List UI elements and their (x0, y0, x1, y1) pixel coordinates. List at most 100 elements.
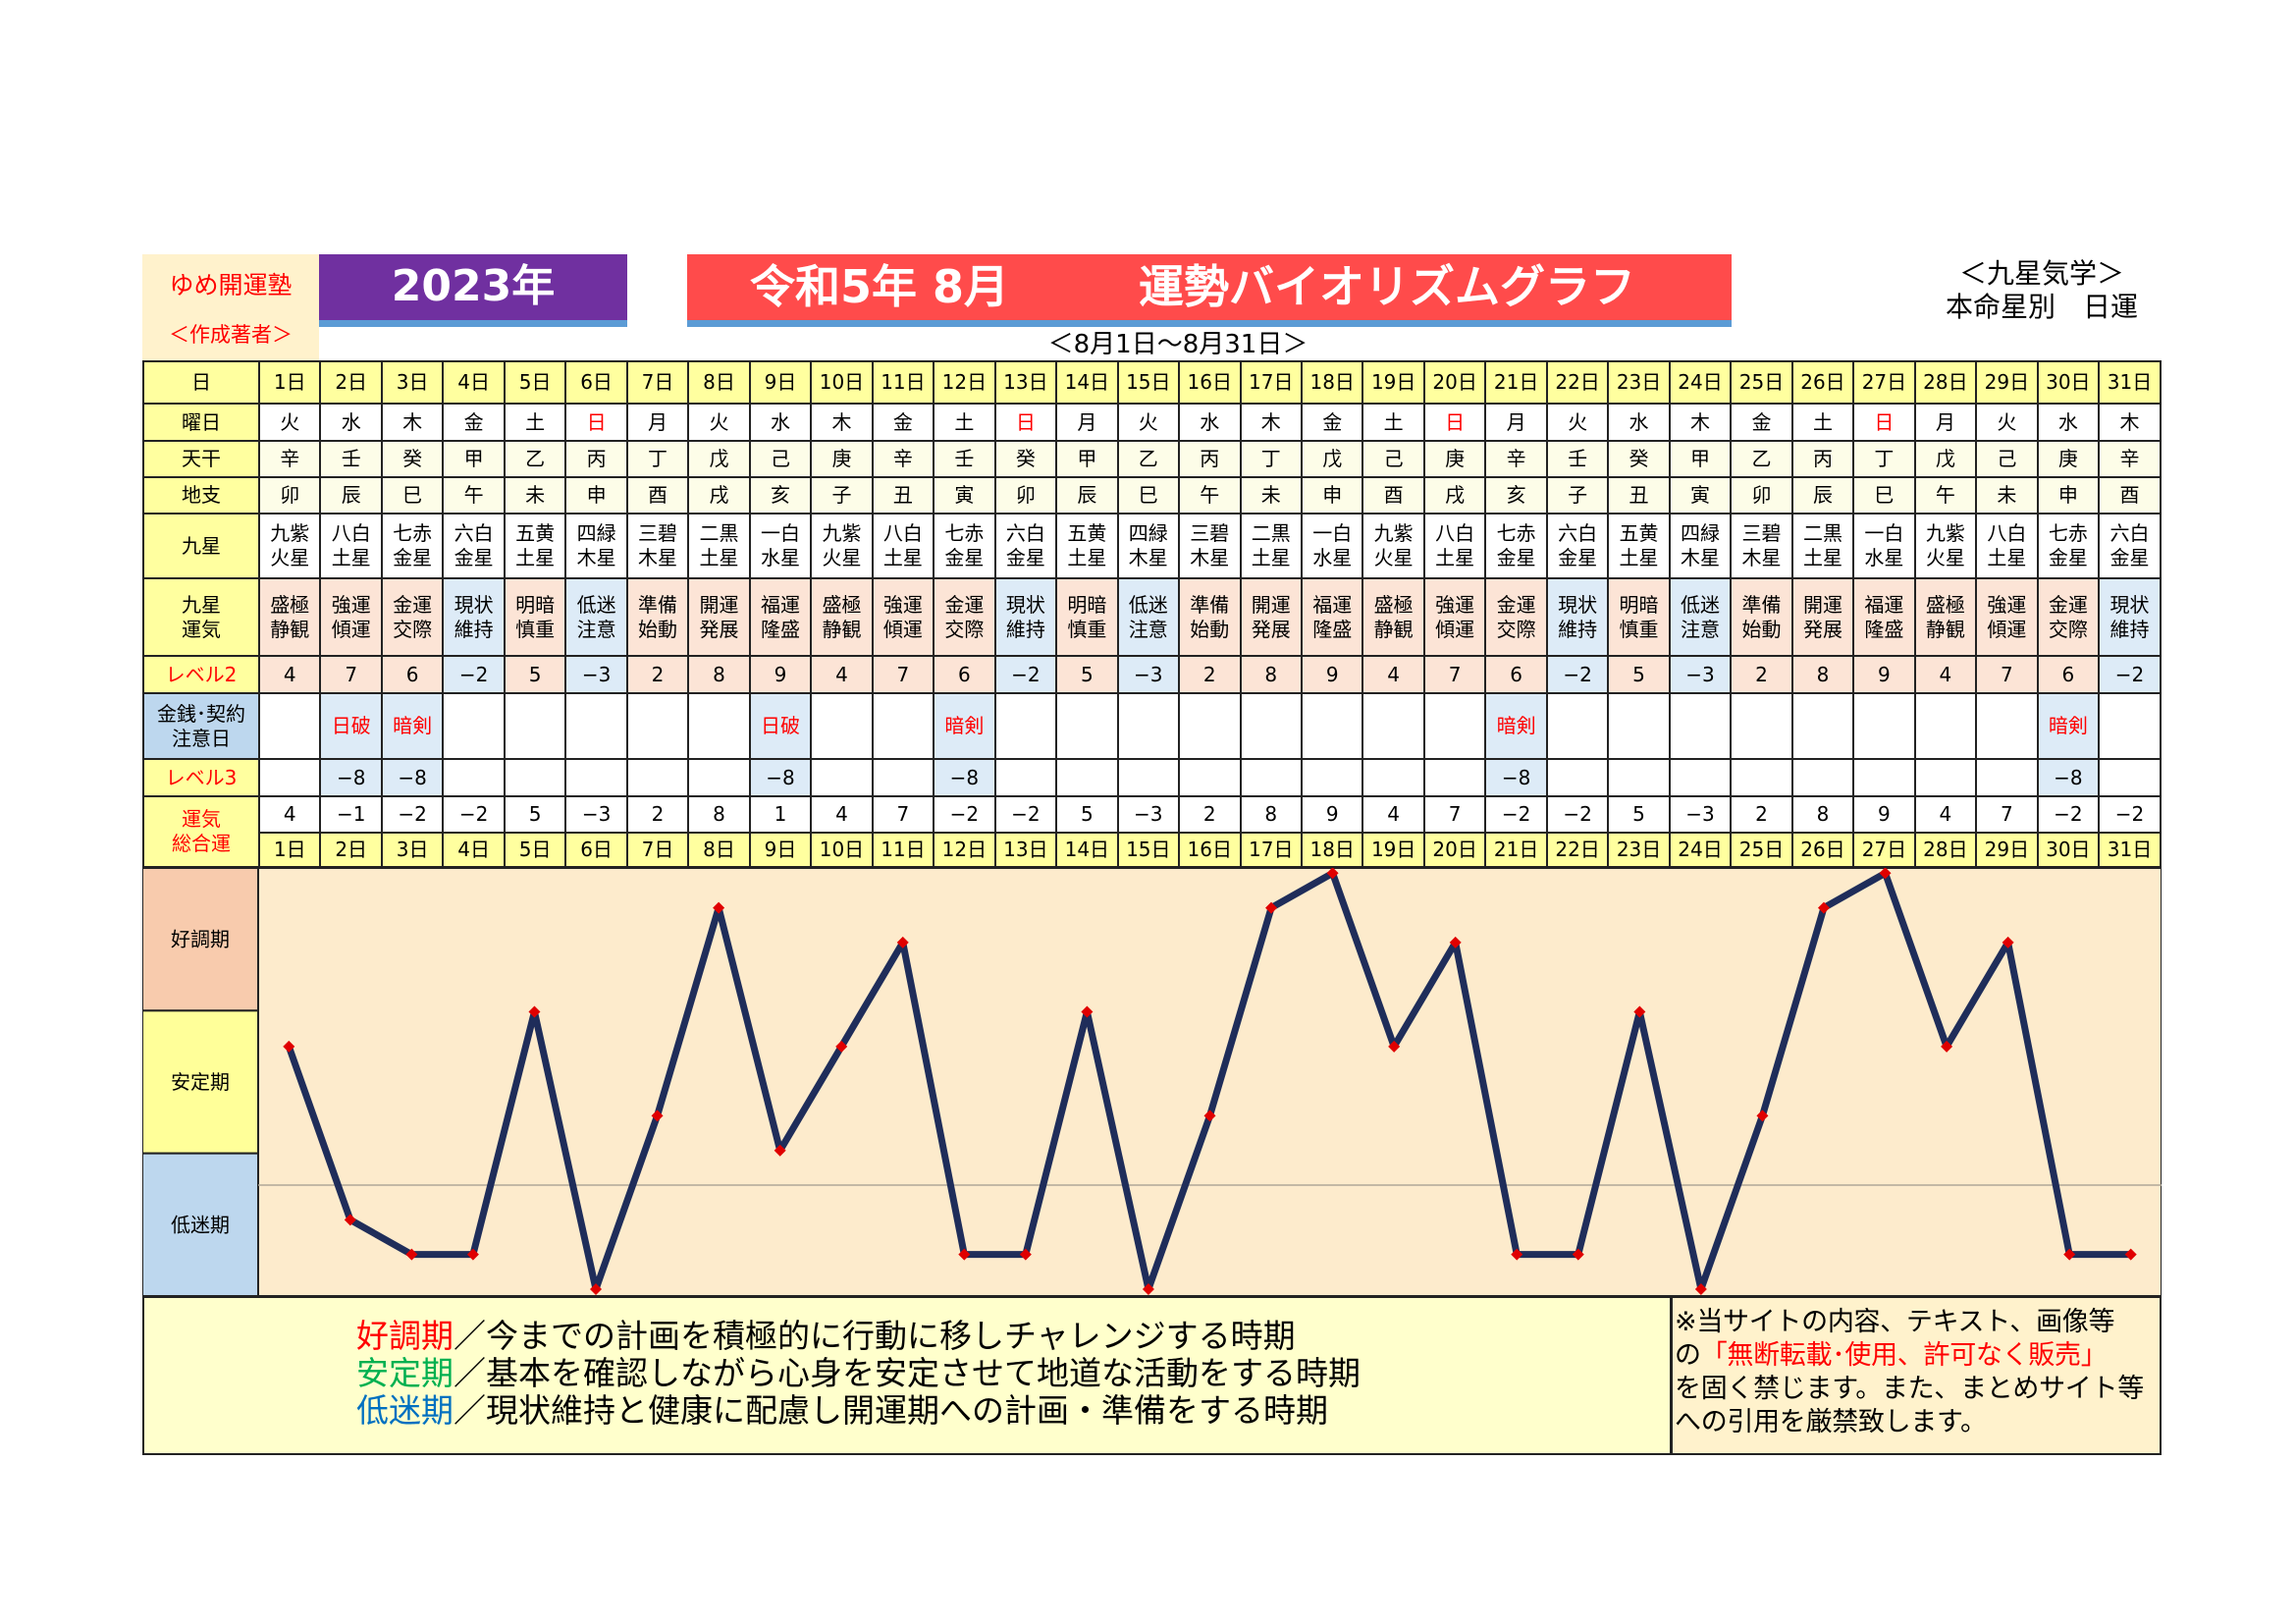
cell-fortune: 低迷 注意 (1116, 577, 1181, 657)
cell-days: 15日 (1116, 832, 1181, 868)
cell-weekday: 日 (564, 403, 628, 442)
cell-days: 13日 (993, 832, 1058, 868)
row-level3: レベル3 −8 −8 −8 −8 −8 −8 (142, 758, 2162, 797)
cell-days: 14日 (1055, 832, 1119, 868)
cell-star: 八白 土星 (871, 513, 935, 579)
copyright-notice: ※当サイトの内容、テキスト、画像等 の「無断転載･使用、許可なく販売」 を固く禁… (1672, 1296, 2162, 1455)
row-weekday: 曜日火水木金土日月火水木金土日月火水木金土日月火水木金土日月火水木 (142, 403, 2162, 442)
cell-star: 三碧 木星 (1730, 513, 1793, 579)
cell-total: 5 (503, 795, 567, 834)
cell-caution (871, 692, 935, 760)
cell-weekday: 土 (1790, 403, 1855, 442)
legend-item-stable: 安定期／基本を確認しながら心身を安定させて地道な活動をする時期 (356, 1355, 1670, 1392)
row-stem: 天干辛壬癸甲乙丙丁戊己庚辛壬癸甲乙丙丁戊己庚辛壬癸甲乙丙丁戊己庚辛 (142, 440, 2162, 478)
data-point (1449, 936, 1462, 948)
cell-stem: 丁 (1239, 440, 1303, 478)
cell-stem: 甲 (442, 440, 506, 478)
cell-level2: −2 (2098, 655, 2162, 694)
cell-days: 10日 (810, 360, 874, 405)
cell-days: 3日 (380, 360, 445, 405)
data-point (590, 1282, 603, 1295)
cell-level2: 4 (1362, 655, 1425, 694)
row-total: 運気 総合運 4 −1 −2 −2 5 −3 2 8 1 4 7 −2 −2 5 −3 2 8 9 4 7 −2 −2 5 −3… (142, 795, 2162, 868)
cell-level3 (1239, 758, 1303, 797)
cell-branch: 辰 (1055, 476, 1119, 514)
row-fortune: 九星 運気 盛極 静観 強運 傾運 金運 交際 現状 維持 明暗 慎重 低迷 注意 準備 始動… (142, 577, 2162, 657)
cell-star: 三碧 木星 (625, 513, 690, 579)
cell-weekday: 日 (1422, 403, 1487, 442)
cell-level3 (1913, 758, 1978, 797)
cell-fortune: 福運 隆盛 (1300, 577, 1364, 657)
cell-caution (1239, 692, 1303, 760)
cell-stem: 庚 (810, 440, 874, 478)
cell-star: 二黒 土星 (1790, 513, 1855, 579)
cell-fortune: 明暗 慎重 (1055, 577, 1119, 657)
cell-star: 五黄 土星 (1055, 513, 1119, 579)
cell-fortune: 盛極 静観 (1362, 577, 1425, 657)
cell-branch: 卯 (257, 476, 322, 514)
cell-stem: 己 (1362, 440, 1425, 478)
cell-fortune: 明暗 慎重 (1607, 577, 1671, 657)
cell-stem: 辛 (2098, 440, 2162, 478)
cell-level2: 6 (1484, 655, 1548, 694)
cell-weekday: 木 (380, 403, 445, 442)
cell-total: 4 (810, 795, 874, 834)
cell-level2: −2 (993, 655, 1058, 694)
cell-fortune: 盛極 静観 (810, 577, 874, 657)
cell-days: 24日 (1668, 360, 1733, 405)
data-point (1511, 1248, 1523, 1261)
cell-caution: 暗剣 (1484, 692, 1548, 760)
cell-total: −2 (2036, 795, 2101, 834)
cell-days: 16日 (1178, 832, 1242, 868)
cell-level2: −3 (1668, 655, 1733, 694)
footer: 好調期／今までの計画を積極的に行動に移しチャレンジする時期 安定期／基本を確認し… (142, 1296, 2162, 1455)
row-level2: レベル2 4 7 6 −2 5 −3 2 8 9 4 7 6 −2 5 −3 2 8 9 4 7 6 −2 5 −3 2 8 9 4 7 6… (142, 655, 2162, 694)
cell-stem: 戊 (1300, 440, 1364, 478)
cell-level3 (1668, 758, 1733, 797)
cell-fortune: 現状 維持 (442, 577, 506, 657)
notice-emphasis: 「無断転載･使用、許可なく販売」 (1700, 1340, 2108, 1371)
cell-caution (257, 692, 322, 760)
cell-star: 九紫 火星 (257, 513, 322, 579)
cell-stem: 辛 (257, 440, 322, 478)
cell-total: 4 (257, 795, 322, 834)
legend-term: 低迷期 (356, 1391, 454, 1430)
row-caution: 金銭･契約 注意日 日破 暗剣 日破 暗剣 暗剣 暗剣 (142, 692, 2162, 760)
data-point (713, 901, 725, 914)
cell-level2: 7 (871, 655, 935, 694)
cell-branch: 巳 (1116, 476, 1181, 514)
cell-stem: 丁 (625, 440, 690, 478)
data-point (1817, 901, 1830, 914)
cell-fortune: 福運 隆盛 (748, 577, 813, 657)
cell-branch: 丑 (871, 476, 935, 514)
cell-days: 22日 (1545, 360, 1610, 405)
row-label-stem: 天干 (142, 440, 260, 478)
data-point (1388, 1040, 1401, 1053)
cell-fortune: 金運 交際 (1484, 577, 1548, 657)
row-days: 1日 2日 3日 4日 5日 6日 7日 8日 9日 10日 11日 12日 13日 14日 15日 16日 1… (143, 832, 2162, 868)
plot-area (257, 868, 2162, 1296)
cell-days: 6日 (564, 360, 628, 405)
cell-star: 七赤 金星 (2036, 513, 2101, 579)
cell-weekday: 金 (871, 403, 935, 442)
cell-days: 20日 (1422, 832, 1487, 868)
data-point (1879, 868, 1892, 880)
cell-total: 2 (1730, 795, 1793, 834)
data-point (1265, 901, 1278, 914)
data-point (1142, 1282, 1154, 1295)
cell-level2: 9 (1300, 655, 1364, 694)
cell-star: 五黄 土星 (1607, 513, 1671, 579)
cell-level3 (993, 758, 1058, 797)
fortune-table: 日 1日 2日 3日 4日 5日 6日 7日 8日 9日 10日 11日 12日 13日 14日 15日 16日… (142, 360, 2162, 868)
cell-branch: 寅 (933, 476, 996, 514)
school-name: ＜九星気学＞ (1958, 257, 2124, 290)
cell-days: 17日 (1239, 832, 1303, 868)
cell-level2: −3 (564, 655, 628, 694)
author-box: ゆめ開運塾 ＜作成著者＞ (142, 254, 319, 360)
data-point (1633, 1005, 1646, 1018)
cell-stem: 丁 (1852, 440, 1916, 478)
cell-branch: 子 (810, 476, 874, 514)
cell-stem: 乙 (503, 440, 567, 478)
data-point (2002, 936, 2014, 948)
row-label-weekday: 曜日 (142, 403, 260, 442)
